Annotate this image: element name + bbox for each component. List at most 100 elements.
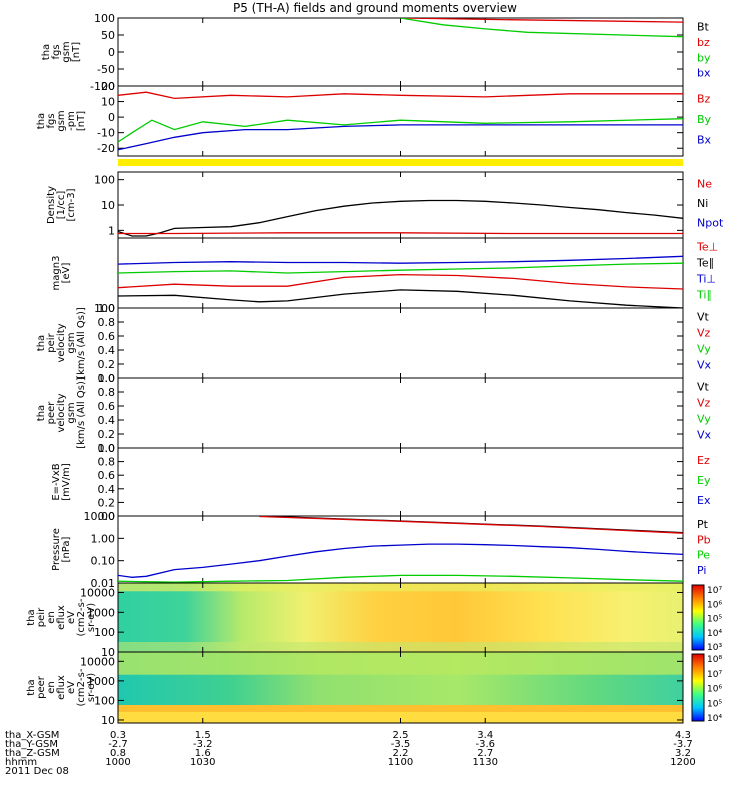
y-tick-label: 0.4 <box>98 483 116 496</box>
colorbar-label: 10⁵ <box>707 699 722 709</box>
legend-bx: bx <box>697 67 711 80</box>
x-axis-value: 1100 <box>388 757 413 768</box>
y-axis-label: [eV] <box>61 263 72 284</box>
x-axis-value: 2.7 <box>477 748 493 759</box>
legend-Bz: Bz <box>697 92 711 105</box>
legend-Pe: Pe <box>697 549 710 562</box>
y-tick-label: 0.2 <box>98 428 116 441</box>
x-axis-value: -3.5 <box>391 739 411 750</box>
colorbar-label: 10⁷ <box>707 670 722 680</box>
y-axis-label: [km/s (All Qs)] <box>76 377 87 449</box>
x-axis-value: 0.3 <box>110 730 126 741</box>
y-tick-label: 100 <box>94 12 115 25</box>
y-axis-label: sr-eV) <box>86 673 97 702</box>
y-axis-label: [nPa] <box>61 536 72 562</box>
y-tick-label: 0.0 <box>98 442 116 455</box>
y-tick-label: 0.10 <box>91 555 116 568</box>
series-By <box>118 118 683 143</box>
series-Te⊥ <box>118 273 683 290</box>
y-axis-label: tha <box>41 44 52 60</box>
legend-Vx: Vx <box>697 428 712 441</box>
x-axis-value: 1130 <box>473 757 498 768</box>
y-tick-label: 0.0 <box>98 372 116 385</box>
legend-Ti∥: Ti∥ <box>696 288 712 301</box>
y-tick-label: 0.8 <box>98 456 116 469</box>
x-axis-value: 1000 <box>105 757 130 768</box>
y-axis-label: Pressure <box>51 528 62 571</box>
y-tick-label: 1000 <box>87 606 115 619</box>
y-axis-label: en <box>46 611 57 624</box>
y-tick-label: 0.6 <box>98 469 116 482</box>
legend-by: by <box>697 51 711 64</box>
y-axis-label: peir <box>36 607 47 627</box>
legend-By: By <box>697 113 712 126</box>
panel-ion_spectrogram: 10⁷ 10⁶ 10⁵ 10⁴ 10³ 10000 1000 100 10 tha peir en ef… <box>26 582 722 659</box>
legend-Te⊥: Te⊥ <box>696 241 718 254</box>
x-axis-value: 1200 <box>670 757 695 768</box>
y-axis-label: tha <box>26 609 37 625</box>
x-axis-value: 1030 <box>190 757 215 768</box>
y-tick-label: 100 <box>94 626 115 639</box>
y-axis-label: [km/s (All Qs)] <box>76 307 87 379</box>
series-bz <box>400 18 683 23</box>
legend-Vz: Vz <box>697 397 711 410</box>
y-tick-label: 0.6 <box>98 330 116 343</box>
y-axis-label: gsm <box>66 332 77 353</box>
y-axis-label: magn3 <box>51 256 62 291</box>
series-Pi <box>118 543 683 578</box>
y-tick-label: 1 <box>108 224 115 237</box>
colorbar-label: 10⁶ <box>707 685 722 695</box>
colorbar-ion_spectrogram <box>691 584 705 651</box>
legend-Pt: Pt <box>697 518 709 531</box>
series-Te∥ <box>118 289 683 308</box>
y-tick-label: 100 <box>94 174 115 187</box>
series-Pb <box>259 516 683 534</box>
y-axis-label: E=-VxB <box>51 463 62 500</box>
series-by <box>400 18 683 38</box>
y-tick-label: 0.0 <box>98 510 116 523</box>
panel-frame <box>117 17 684 87</box>
y-axis-label: Density <box>46 186 57 224</box>
colorbar-label: 10⁷ <box>707 586 722 596</box>
y-axis-label: velocity <box>56 323 67 362</box>
y-axis-label: tha <box>26 679 37 695</box>
panel-pressure: 10.00 1.00 0.10 0.01 Pressure [nPa] Pt Pb Pe Pi <box>51 510 711 590</box>
y-axis-label: tha <box>36 335 47 351</box>
panel-frame <box>117 447 684 517</box>
x-axis-value: 1.5 <box>195 730 211 741</box>
series-Ti∥ <box>118 262 683 274</box>
colorbar-label: 10⁵ <box>707 615 722 625</box>
y-tick-label: 100 <box>94 302 115 315</box>
panel-bfield_detrended: 20 10 0 -10 -20 tha fgs gsm -pm [nT] Bz By Bx <box>36 80 712 166</box>
series-Pe <box>118 574 683 583</box>
y-tick-label: 0.6 <box>98 400 116 413</box>
y-tick-label: -50 <box>97 63 115 76</box>
y-tick-label: -100 <box>90 80 115 93</box>
y-axis-label: eV <box>66 681 77 694</box>
colorbar-label: 10⁴ <box>707 629 722 639</box>
legend-Vz: Vz <box>697 327 711 340</box>
legend-Te∥: Te∥ <box>696 257 714 270</box>
colorbar-label: 10⁸ <box>707 655 722 665</box>
series-Bx <box>118 124 683 151</box>
colorbar-label: 10⁶ <box>707 600 722 610</box>
x-axis-value: 0.8 <box>110 748 126 759</box>
y-tick-label: 0.8 <box>98 386 116 399</box>
y-axis-label: fgs <box>46 113 57 128</box>
y-tick-label: 0.2 <box>98 358 116 371</box>
x-axis-value: 2.5 <box>393 730 409 741</box>
y-axis-label: gsm <box>66 402 77 423</box>
y-axis-label: [cm-3] <box>66 188 77 221</box>
y-axis-label: [mV/m] <box>61 463 72 501</box>
y-axis-label: eflux <box>56 675 67 700</box>
y-axis-label: eV <box>66 611 77 624</box>
y-tick-label: 10 <box>101 714 115 727</box>
y-tick-label: 10 <box>101 646 115 659</box>
heatmap-band <box>118 712 683 723</box>
y-tick-label: 100 <box>94 694 115 707</box>
y-axis-label: tha <box>36 405 47 421</box>
